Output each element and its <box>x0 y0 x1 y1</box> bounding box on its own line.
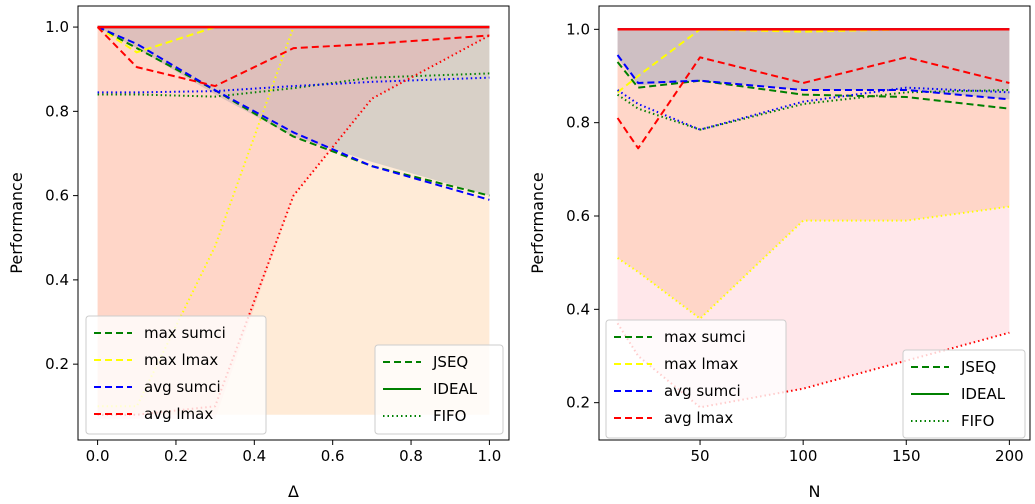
legend-metrics: max sumci max lmax avg sumci avg lmax <box>85 315 267 435</box>
x-axis-label: N <box>809 482 821 501</box>
y-tick-label: 0.8 <box>566 114 590 132</box>
series-avg-sumci-jseq <box>616 54 1010 101</box>
axes-frame <box>598 5 1031 441</box>
y-axis-label: Performance <box>7 172 26 273</box>
series-max-sumci-jseq <box>616 61 1010 110</box>
fill-region-max-lmax <box>617 29 1010 319</box>
y-tick-label: 0.4 <box>45 271 69 289</box>
x-tick-label: 1.0 <box>477 447 501 465</box>
chart-panel-1: 0.0 0.2 0.4 0.6 0.8 1.0 0.2 0.4 0.6 0.8 1.0 Δ Perfor… <box>7 5 510 501</box>
series-max-sumci-jseq <box>97 26 490 197</box>
series-max-lmax-fifo <box>616 205 1010 320</box>
fill-region-avg-lmax <box>617 29 1010 408</box>
x-tick-label: 50 <box>691 447 710 465</box>
legend-label: avg sumci <box>144 378 221 396</box>
y-axis-label: Performance <box>528 172 547 273</box>
legend-box <box>605 319 787 439</box>
legend-box <box>902 349 1026 439</box>
series-avg-lmax-jseq <box>616 56 1010 150</box>
legend-label: FIFO <box>961 412 995 430</box>
legend-policies: JSEQ IDEAL FIFO <box>902 349 1026 439</box>
legend-label: max sumci <box>144 324 226 342</box>
legend-label: JSEQ <box>960 358 996 376</box>
x-tick-label: 0.8 <box>399 447 423 465</box>
y-tick-label: 0.2 <box>45 355 69 373</box>
y-tick-label: 1.0 <box>566 20 590 38</box>
series-avg-sumci-fifo <box>616 86 1010 131</box>
legend-label: JSEQ <box>432 353 468 371</box>
x-tick-label: 150 <box>892 447 921 465</box>
y-tick-label: 0.6 <box>566 207 590 225</box>
x-tick-label: 200 <box>995 447 1024 465</box>
y-tick-label: 1.0 <box>45 18 69 36</box>
legend-label: avg lmax <box>144 405 213 423</box>
plot-area <box>616 28 1010 409</box>
series-avg-lmax-jseq <box>96 26 490 88</box>
x-tick-label: 0.6 <box>321 447 345 465</box>
series-avg-sumci-fifo <box>97 76 490 94</box>
series-max-sumci-fifo <box>97 72 490 98</box>
x-axis-label: Δ <box>288 482 299 501</box>
legend-label: FIFO <box>433 407 467 425</box>
y-tick-label: 0.8 <box>45 102 69 120</box>
chart-panel-2: 50 100 150 200 0.2 0.4 0.6 0.8 1.0 N Performance ma… <box>528 5 1031 501</box>
axes-frame <box>77 5 510 441</box>
x-tick-label: 0.2 <box>164 447 188 465</box>
legend-label: IDEAL <box>433 380 478 398</box>
legend-label: max sumci <box>664 328 746 346</box>
y-tick-label: 0.4 <box>566 300 590 318</box>
legend-label: IDEAL <box>961 385 1006 403</box>
legend-metrics: max sumci max lmax avg sumci avg lmax <box>605 319 787 439</box>
fill-region-max-sumci <box>97 27 490 196</box>
legend-label: max lmax <box>664 355 738 373</box>
legend-policies: JSEQ IDEAL FIFO <box>374 344 504 435</box>
x-tick-label: 100 <box>789 447 818 465</box>
x-tick-label: 0.0 <box>86 447 110 465</box>
y-tick-label: 0.6 <box>45 187 69 205</box>
legend-label: avg sumci <box>664 382 741 400</box>
x-tick-label: 0.4 <box>242 447 266 465</box>
legend-box <box>374 344 504 435</box>
y-tick-label: 0.2 <box>566 394 590 412</box>
legend-label: avg lmax <box>664 409 733 427</box>
legend-box <box>85 315 267 435</box>
legend-label: max lmax <box>144 351 218 369</box>
series-avg-sumci-jseq <box>97 26 490 201</box>
